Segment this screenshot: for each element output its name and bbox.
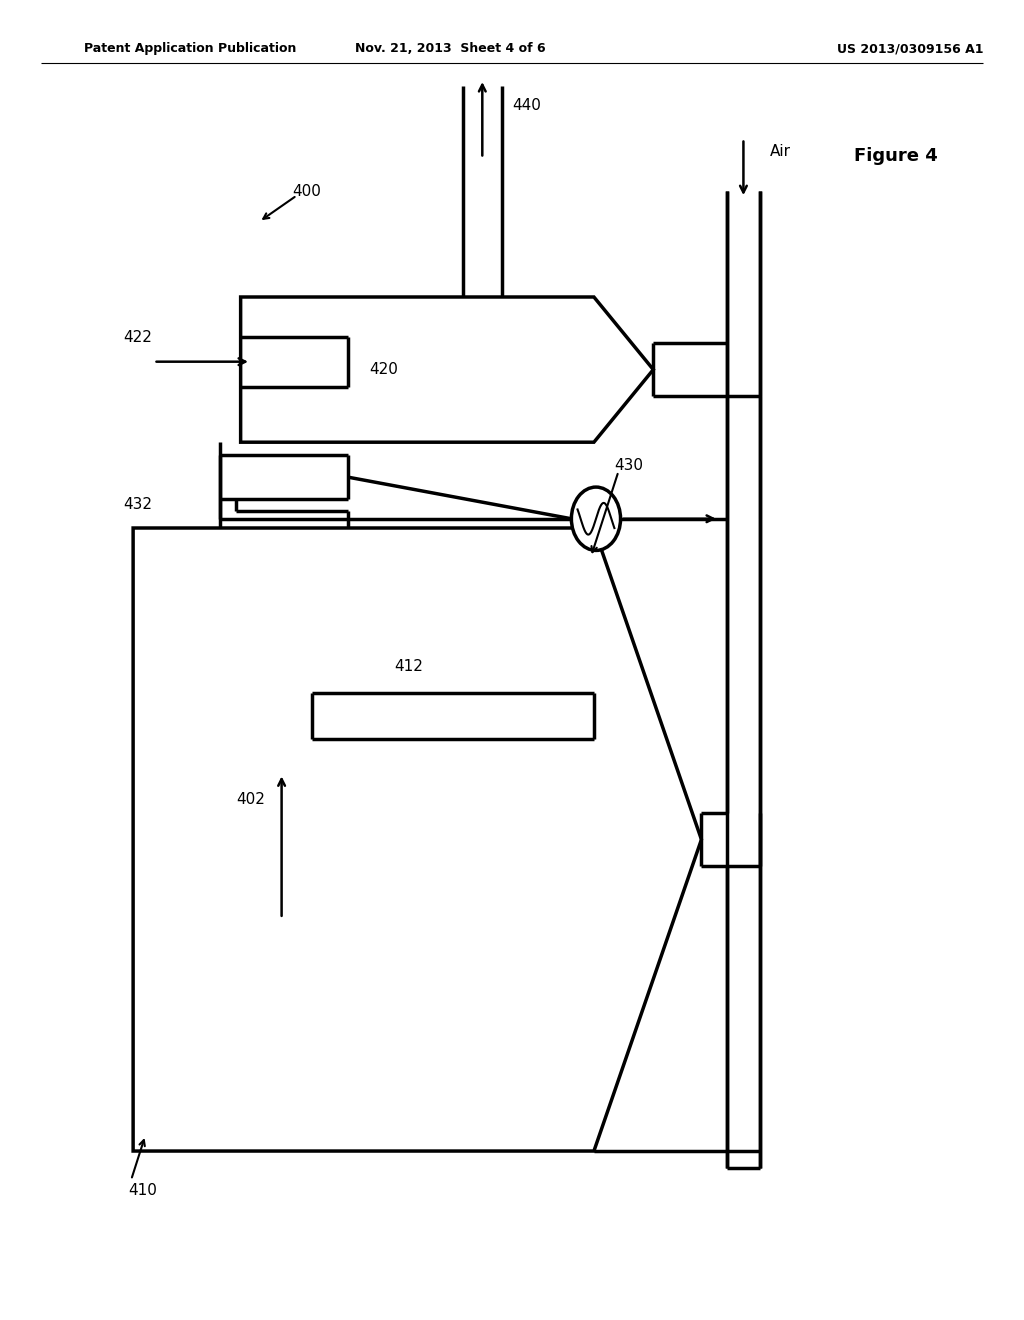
Text: 440: 440 xyxy=(512,98,541,114)
Text: 432: 432 xyxy=(123,498,152,512)
Polygon shape xyxy=(241,297,653,442)
Text: Figure 4: Figure 4 xyxy=(854,147,938,165)
Circle shape xyxy=(571,487,621,550)
Text: Nov. 21, 2013  Sheet 4 of 6: Nov. 21, 2013 Sheet 4 of 6 xyxy=(355,42,546,55)
Text: Patent Application Publication: Patent Application Publication xyxy=(84,42,296,55)
Text: 420: 420 xyxy=(370,362,398,378)
Text: 412: 412 xyxy=(394,659,423,675)
Text: 400: 400 xyxy=(292,183,321,199)
Polygon shape xyxy=(133,528,701,1151)
Text: Air: Air xyxy=(770,144,792,160)
Text: 402: 402 xyxy=(237,792,265,808)
Text: 430: 430 xyxy=(614,458,643,474)
Text: US 2013/0309156 A1: US 2013/0309156 A1 xyxy=(837,42,983,55)
Text: 422: 422 xyxy=(123,330,152,346)
Text: 410: 410 xyxy=(128,1183,157,1199)
